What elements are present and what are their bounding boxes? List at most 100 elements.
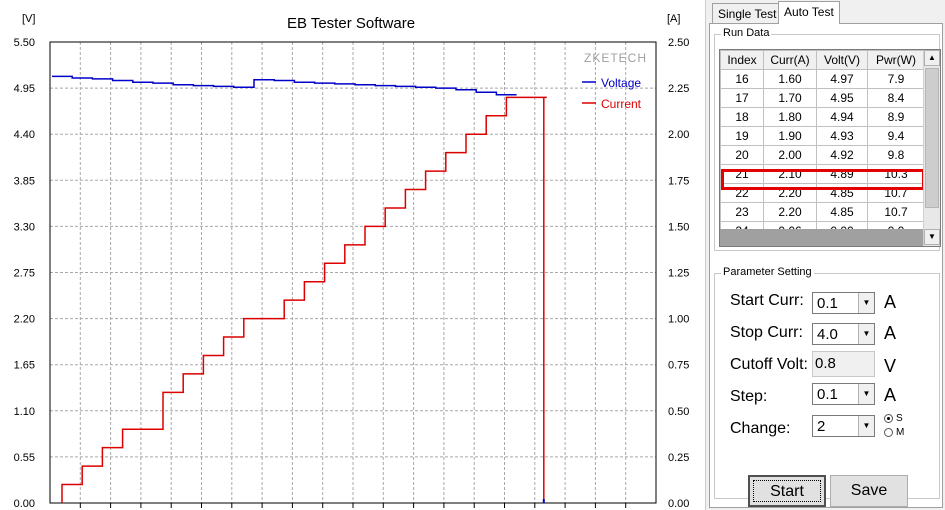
left-tick-label: 0.55 [14,452,35,464]
step-select[interactable]: 0.1 ▼ [812,383,875,405]
table-cell: 4.94 [816,107,868,127]
table-row[interactable]: 17 1.70 4.95 8.4 [720,88,925,108]
chevron-down-icon[interactable]: ▼ [858,293,874,313]
table-cell: 9.4 [867,126,925,146]
left-tick-label: 4.95 [14,83,35,95]
cutoff-volt-unit: V [884,356,897,376]
table-cell: 4.93 [816,126,868,146]
table-row[interactable]: 21 2.10 4.89 10.3 [720,164,925,184]
table-row[interactable]: 23 2.20 4.85 10.7 [720,202,925,222]
radio-s-label: S [896,413,903,424]
table-cell: 10.7 [867,183,925,203]
plot-frame [49,41,657,504]
legend: Voltage Current [582,76,642,111]
table-cell: 2.00 [763,145,817,165]
table-empty-area [720,229,924,246]
tab-single-test[interactable]: Single Test [712,3,783,23]
table-row[interactable]: 19 1.90 4.93 9.4 [720,126,925,146]
current-series-line [61,96,547,503]
left-tick-label: 4.40 [14,129,35,141]
tab-auto-test[interactable]: Auto Test [778,1,840,24]
radio-s[interactable]: S [884,413,903,424]
chart-title: EB Tester Software [287,15,415,32]
table-cell: 2.20 [763,202,817,222]
save-button[interactable]: Save [830,475,908,507]
col-volt-header[interactable]: Volt(V) [816,50,868,70]
step-label: Step: [730,388,768,405]
start-curr-value: 0.1 [817,295,838,312]
scrollbar-thumb[interactable] [925,68,939,208]
left-axis-ticks: 5.50 4.95 4.40 3.85 3.30 2.75 2.20 1.65 1.10 0.55… [14,37,35,510]
table-cell: 23 [720,202,764,222]
run-data-title: Run Data [721,27,772,39]
save-button-label: Save [850,482,888,499]
chevron-down-icon[interactable]: ▼ [858,416,874,436]
table-cell: 9.8 [867,145,925,165]
radio-m[interactable]: M [884,427,904,438]
table-cell: 4.92 [816,145,868,165]
table-cell: 4.89 [816,164,868,184]
start-curr-unit: A [884,292,897,312]
table-cell: 21 [720,164,764,184]
table-cell: 2.10 [763,164,817,184]
table-row[interactable]: 22 2.20 4.85 10.7 [720,183,925,203]
chart-svg: EB Tester Software [V] [A] 5.50 4.95 4.40 3… [14,13,690,510]
right-tick-label: 1.50 [668,221,689,233]
col-curr-header[interactable]: Curr(A) [763,50,817,70]
left-tick-label: 2.75 [14,268,35,280]
table-cell: 16 [720,69,764,89]
scroll-down-icon[interactable]: ▼ [924,229,940,245]
change-value: 2 [817,418,826,435]
parameter-setting-group: Parameter Setting Start Curr: 0.1 ▼ A St… [714,266,940,499]
table-cell: 2.20 [763,183,817,203]
right-tick-label: 2.00 [668,129,689,141]
chevron-down-icon[interactable]: ▼ [858,324,874,344]
right-tick-label: 2.25 [668,83,689,95]
table-row[interactable]: 20 2.00 4.92 9.8 [720,145,925,165]
stop-curr-unit: A [884,323,897,343]
table-row[interactable]: 18 1.80 4.94 8.9 [720,107,925,127]
focus-rect [753,480,821,502]
right-tick-label: 0.00 [668,498,689,510]
cutoff-volt-field[interactable]: 0.8 [812,351,875,377]
stop-curr-label: Stop Curr: [730,324,803,341]
voltage-series-line [52,75,517,96]
start-button[interactable]: Start [748,475,826,507]
right-axis-unit: [A] [667,13,680,25]
left-tick-label: 0.00 [14,498,35,510]
watermark-text: ZKETECH [584,51,647,65]
table-cell: 1.70 [763,88,817,108]
change-select[interactable]: 2 ▼ [812,415,875,437]
step-value: 0.1 [817,386,838,403]
right-tick-label: 1.25 [668,268,689,280]
table-header-row: Index Curr(A) Volt(V) Pwr(W) [720,50,925,70]
start-button-label: Start [770,483,804,500]
radio-checked-icon[interactable] [884,413,893,423]
table-cell: 7.9 [867,69,925,89]
col-pwr-header[interactable]: Pwr(W) [867,50,925,70]
right-tick-label: 0.50 [668,406,689,418]
table-cell: 1.60 [763,69,817,89]
chevron-down-icon[interactable]: ▼ [858,384,874,404]
left-tick-label: 1.10 [14,406,35,418]
table-cell: 22 [720,183,764,203]
radio-unchecked-icon[interactable] [884,427,893,437]
table-cell: 10.3 [867,164,925,184]
table-cell: 8.4 [867,88,925,108]
change-label: Change: [730,420,791,437]
right-axis-ticks: 2.50 2.25 2.00 1.75 1.50 1.25 1.00 0.75 0.50 0.25… [668,37,689,510]
scroll-up-icon[interactable]: ▲ [924,50,940,66]
table-scrollbar[interactable]: ▲ ▼ [923,50,940,246]
left-tick-label: 3.30 [14,221,35,233]
left-axis-unit: [V] [22,13,35,25]
right-tick-label: 2.50 [668,37,689,49]
side-panel: Single Test Auto Test Run Data Index Cur… [705,0,945,510]
stop-curr-value: 4.0 [817,326,838,343]
start-curr-select[interactable]: 0.1 ▼ [812,292,875,314]
table-cell: 18 [720,107,764,127]
stop-curr-select[interactable]: 4.0 ▼ [812,323,875,345]
table-row[interactable]: 16 1.60 4.97 7.9 [720,69,925,89]
right-tick-label: 0.75 [668,360,689,372]
auto-test-panel: Run Data Index Curr(A) Volt(V) Pwr(W) 16… [709,23,943,508]
col-index-header[interactable]: Index [720,50,764,70]
